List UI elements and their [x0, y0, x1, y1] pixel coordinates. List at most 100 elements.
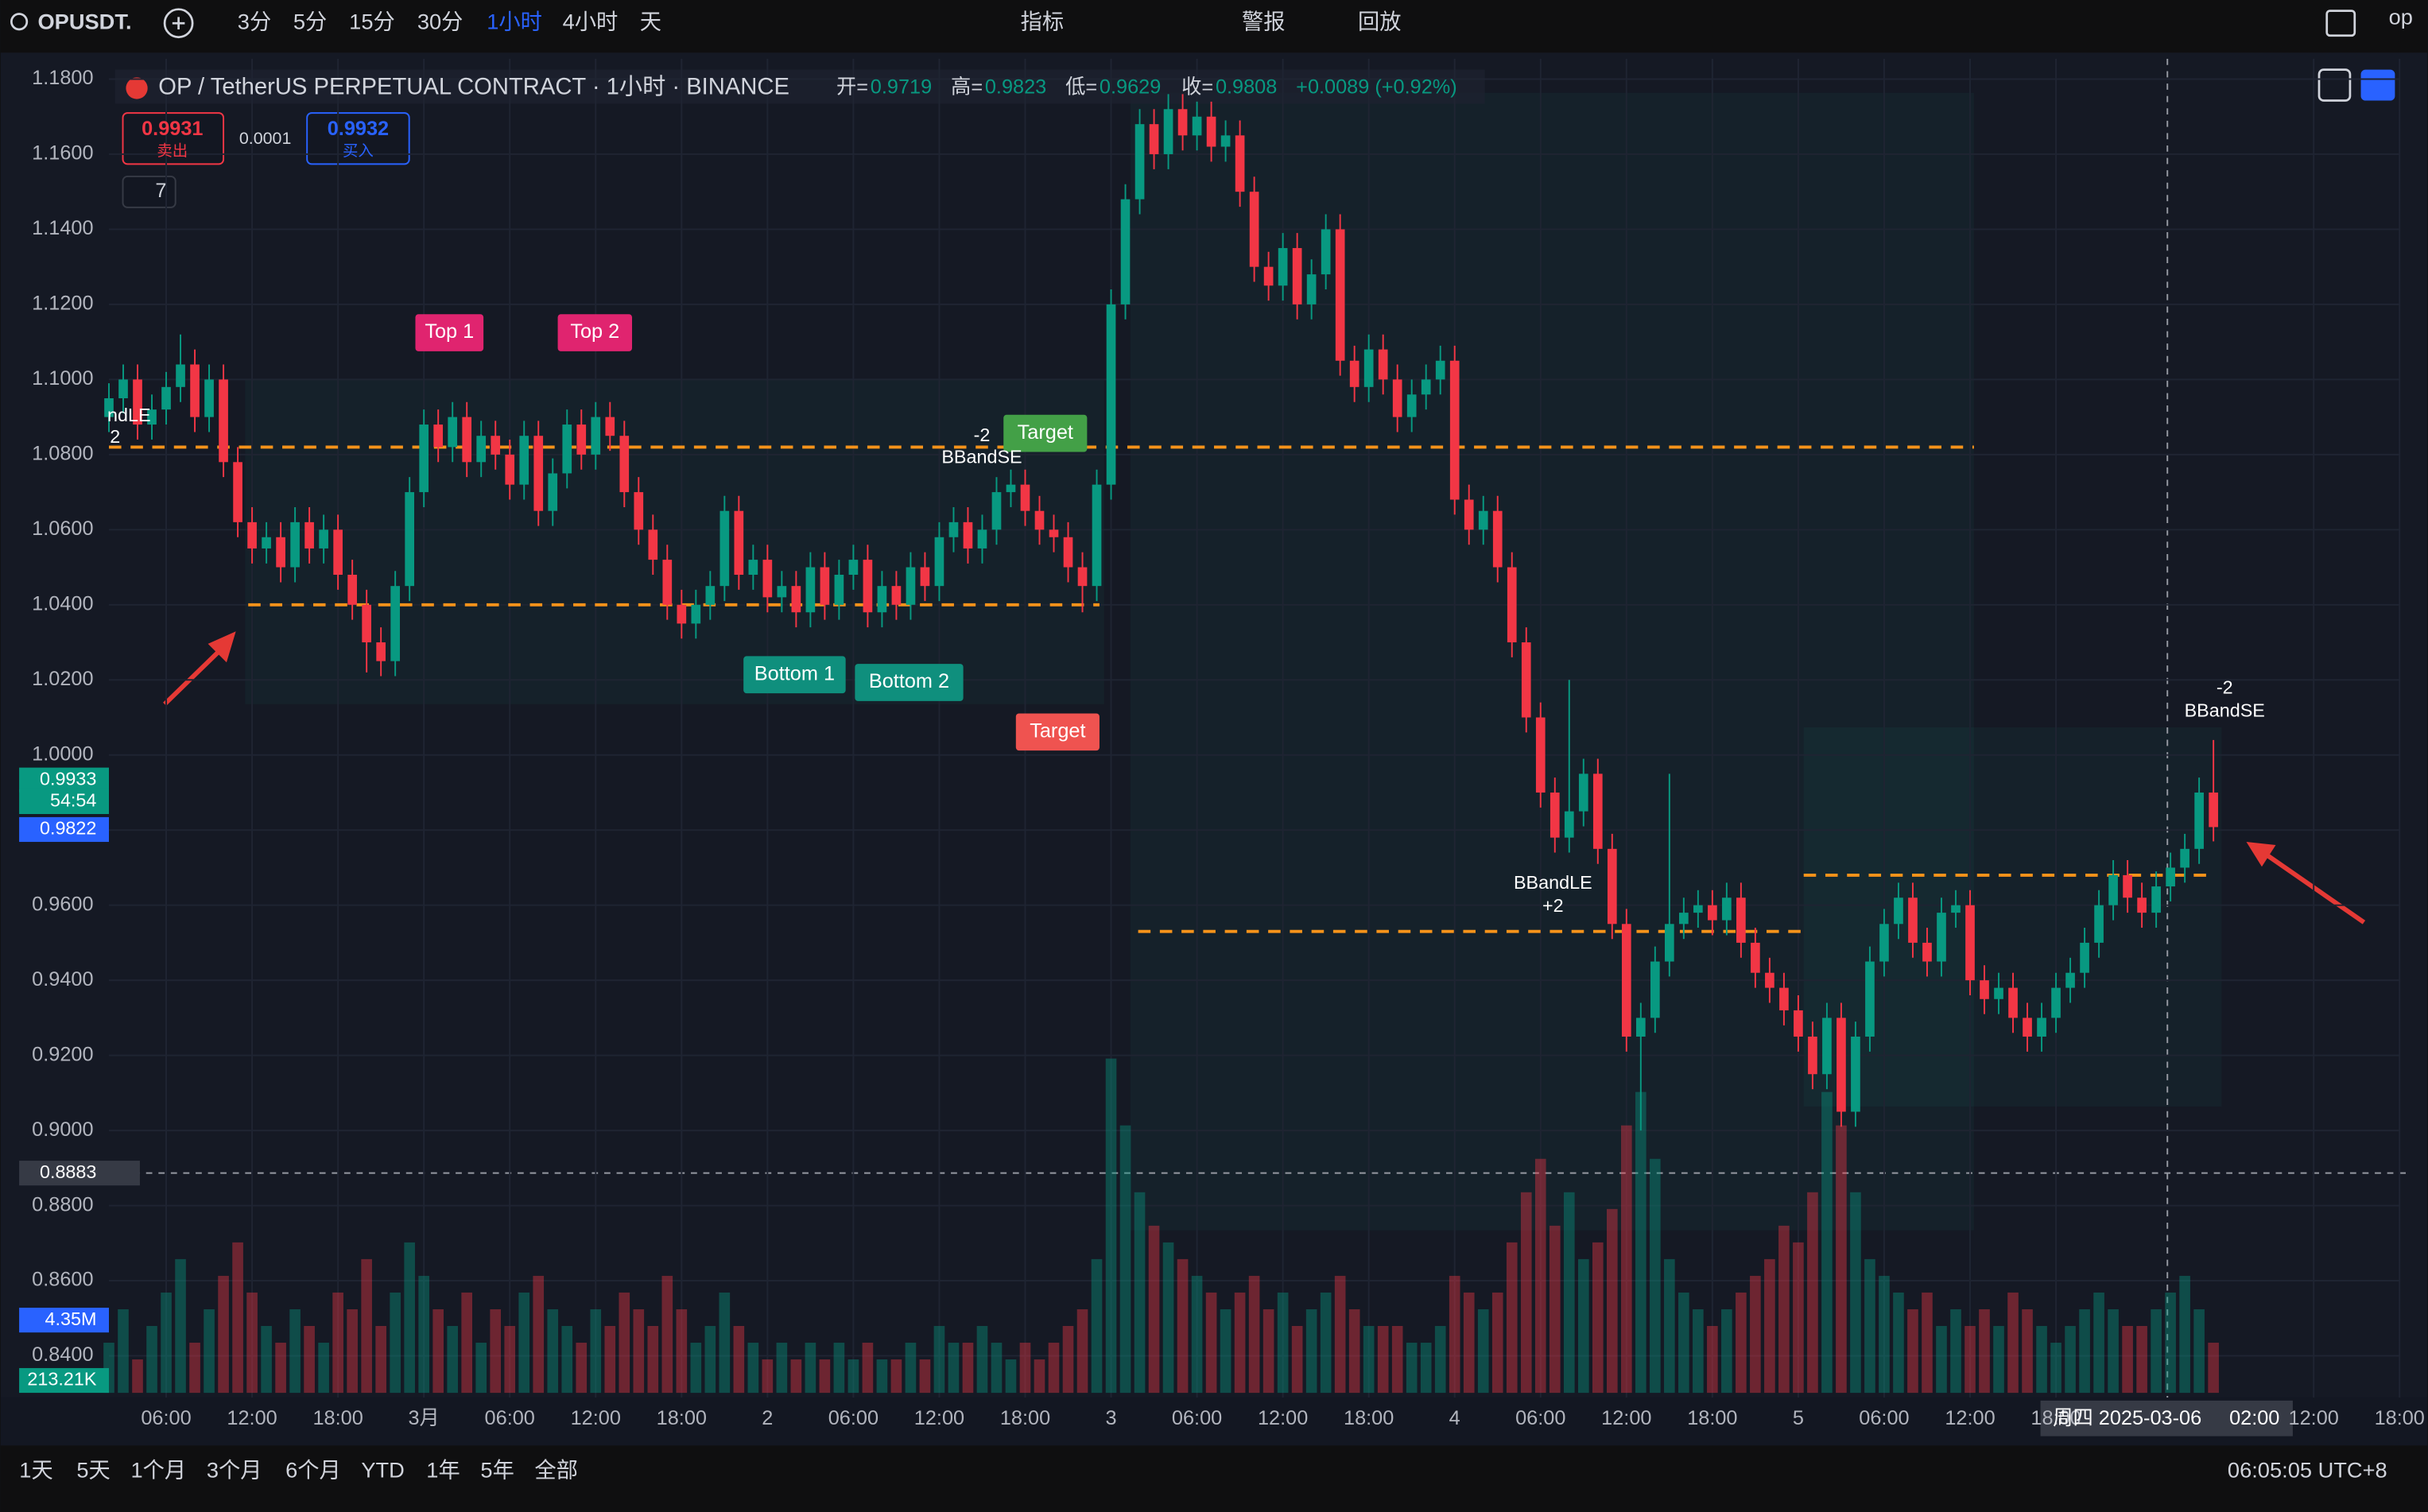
range-button[interactable]: 1年: [426, 1458, 460, 1483]
range-button[interactable]: 全部: [534, 1458, 578, 1483]
x-tick-label: 12:00: [1945, 1407, 1995, 1429]
candle-body: [805, 567, 816, 613]
volume-bar: [919, 1359, 931, 1394]
volume-bar: [1965, 1325, 1976, 1394]
range-button[interactable]: YTD: [361, 1458, 405, 1483]
range-button[interactable]: 5天: [76, 1458, 110, 1483]
candle-body: [719, 510, 730, 587]
volume-bar: [1534, 1158, 1546, 1394]
indicator-count[interactable]: 7: [155, 180, 166, 202]
volume-bar: [2108, 1308, 2119, 1394]
candle-body: [920, 567, 930, 587]
volume-bar: [1048, 1343, 1060, 1394]
annotation: -2: [2217, 677, 2233, 697]
annotation: +2: [1542, 895, 1564, 916]
annotation: Bottom 2: [869, 670, 949, 692]
volume-bar: [1807, 1192, 1818, 1394]
candle-body: [1507, 567, 1517, 643]
alert-button[interactable]: 警报: [1242, 9, 1286, 33]
interval-button[interactable]: 5分: [293, 9, 327, 33]
volume-bar: [1320, 1292, 1332, 1394]
candle-body: [491, 436, 501, 455]
volume-bar: [218, 1275, 229, 1394]
candle-body: [705, 586, 716, 605]
volume-bar: [819, 1359, 831, 1394]
interval-button[interactable]: 4小时: [563, 9, 619, 33]
candle-body: [1120, 199, 1131, 304]
candle-body: [948, 521, 959, 537]
candle-body: [991, 492, 1002, 530]
search-icon[interactable]: [10, 13, 29, 31]
candle-body: [1837, 1018, 1846, 1112]
volume-bar: [175, 1258, 186, 1394]
volume-bar: [332, 1292, 343, 1394]
x-tick-label: 06:00: [141, 1407, 191, 1429]
volume-bar: [518, 1292, 530, 1394]
candle-body: [376, 642, 386, 661]
volume-bar: [1277, 1292, 1289, 1394]
range-button[interactable]: 5年: [480, 1458, 514, 1483]
interval-button[interactable]: 天: [640, 9, 661, 33]
annotation: -2: [974, 425, 991, 445]
add-symbol[interactable]: [163, 8, 194, 39]
volume-bar: [876, 1359, 888, 1394]
candle-body: [1435, 360, 1445, 380]
volume-bar: [1348, 1308, 1360, 1394]
auto-button[interactable]: [2360, 69, 2395, 101]
y-tick-label: 1.0400: [32, 592, 93, 614]
indicators-button[interactable]: 指标: [1021, 9, 1065, 33]
interval-button[interactable]: 15分: [349, 9, 395, 33]
volume-bar: [504, 1325, 516, 1394]
x-tick-label: 5: [1793, 1407, 1804, 1429]
annotation-box: [1015, 713, 1100, 751]
layout-button[interactable]: [2325, 10, 2356, 37]
annotation: BBandLE: [1514, 872, 1592, 893]
interval-button[interactable]: 3分: [238, 9, 271, 33]
volume-bar: [2179, 1275, 2190, 1394]
candle-body: [1449, 360, 1460, 500]
time-axis: [0, 1397, 2428, 1446]
range-button[interactable]: 1个月: [130, 1458, 186, 1483]
candle-body: [2023, 1018, 2032, 1037]
candle-body: [648, 529, 658, 560]
volume-bar: [1563, 1192, 1575, 1394]
buy-button[interactable]: [306, 112, 410, 165]
chart-title: OP / TetherUS PERPETUAL CONTRACT · 1小时 ·…: [158, 74, 789, 100]
interval-button[interactable]: 30分: [417, 9, 463, 33]
user[interactable]: op: [2389, 5, 2413, 29]
candle-body: [2037, 1018, 2046, 1037]
volume-bar: [1162, 1242, 1174, 1394]
candle-body: [1808, 1037, 1817, 1075]
candle-body: [1306, 274, 1317, 304]
price-tag: [19, 1308, 110, 1333]
x-tick-label: 12:00: [227, 1407, 277, 1429]
range-button[interactable]: 3个月: [207, 1458, 262, 1483]
interval-button[interactable]: 1小时: [487, 9, 542, 33]
indicator-toggle[interactable]: [122, 175, 176, 208]
range-button[interactable]: 1天: [19, 1458, 52, 1483]
volume-bar: [2007, 1292, 2019, 1394]
candle-body: [691, 604, 701, 624]
candle-body: [2051, 987, 2061, 1018]
sell-price: 0.9931: [142, 118, 203, 140]
candle-body: [2108, 874, 2118, 905]
range-button[interactable]: 6个月: [285, 1458, 341, 1483]
y-tick-label: 0.8800: [32, 1193, 93, 1215]
volume-bar: [146, 1325, 157, 1394]
candle-body: [1765, 972, 1774, 988]
volume-bar: [1205, 1292, 1217, 1394]
volume-bar: [1979, 1308, 1990, 1394]
y-tick-label: 0.9000: [32, 1118, 93, 1141]
x-tick-label: 3月: [408, 1407, 439, 1429]
replay-button[interactable]: 回放: [1358, 9, 1402, 33]
candle-body: [448, 417, 458, 448]
volume-bar: [2065, 1325, 2076, 1394]
symbol[interactable]: OPUSDT.: [37, 9, 131, 33]
candle-body: [1134, 124, 1145, 200]
y-tick-label: 1.1200: [32, 293, 93, 315]
candle-body: [1922, 942, 1932, 962]
sell-button[interactable]: [122, 112, 225, 165]
scroll-button[interactable]: [2317, 68, 2352, 102]
candle-body: [591, 417, 601, 455]
